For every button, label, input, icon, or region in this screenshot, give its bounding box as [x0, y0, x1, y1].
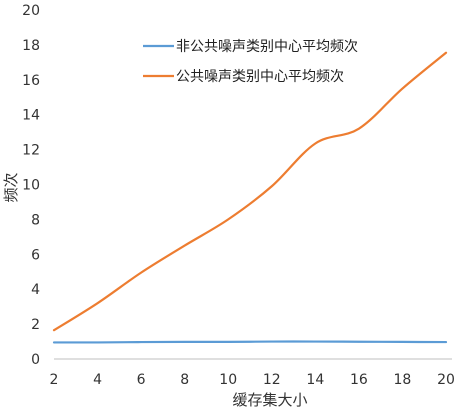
series-line-2: [52, 51, 448, 332]
x-axis-label: 缓存集大小: [232, 391, 307, 409]
x-tick-labels: 2 4 6 8 10 12 14 16 18 20: [50, 372, 455, 388]
series-line-1: [52, 340, 448, 344]
x-tick-label: 16: [350, 372, 368, 388]
y-tick-label: 18: [22, 38, 40, 54]
x-tick-label: 4: [93, 372, 102, 388]
y-tick-label: 2: [31, 317, 40, 333]
y-tick-label: 20: [22, 3, 40, 19]
y-tick-label: 4: [31, 282, 40, 298]
x-tick-label: 20: [437, 372, 455, 388]
x-tick-label: 10: [219, 372, 237, 388]
y-tick-label: 12: [22, 143, 40, 159]
x-tick-label: 2: [50, 372, 59, 388]
x-tick-label: 6: [137, 372, 146, 388]
y-axis-label: 频次: [2, 172, 20, 202]
legend-label-2: 公共噪声类别中心平均频次: [176, 69, 344, 85]
y-tick-label: 6: [31, 247, 40, 263]
legend-label-1: 非公共噪声类别中心平均频次: [176, 39, 358, 55]
series-lines: [52, 51, 448, 344]
x-tick-label: 8: [180, 372, 189, 388]
y-tick-label: 0: [31, 352, 40, 368]
y-tick-label: 16: [22, 73, 40, 89]
y-tick-label: 10: [22, 178, 40, 194]
y-tick-label: 8: [31, 212, 40, 228]
x-tick-label: 12: [263, 372, 281, 388]
x-tick-label: 18: [394, 372, 412, 388]
x-tick-label: 14: [306, 372, 324, 388]
y-tick-labels: 0 2 4 6 8 10 12 14 16 18 20: [22, 3, 40, 368]
y-tick-label: 14: [22, 108, 40, 124]
